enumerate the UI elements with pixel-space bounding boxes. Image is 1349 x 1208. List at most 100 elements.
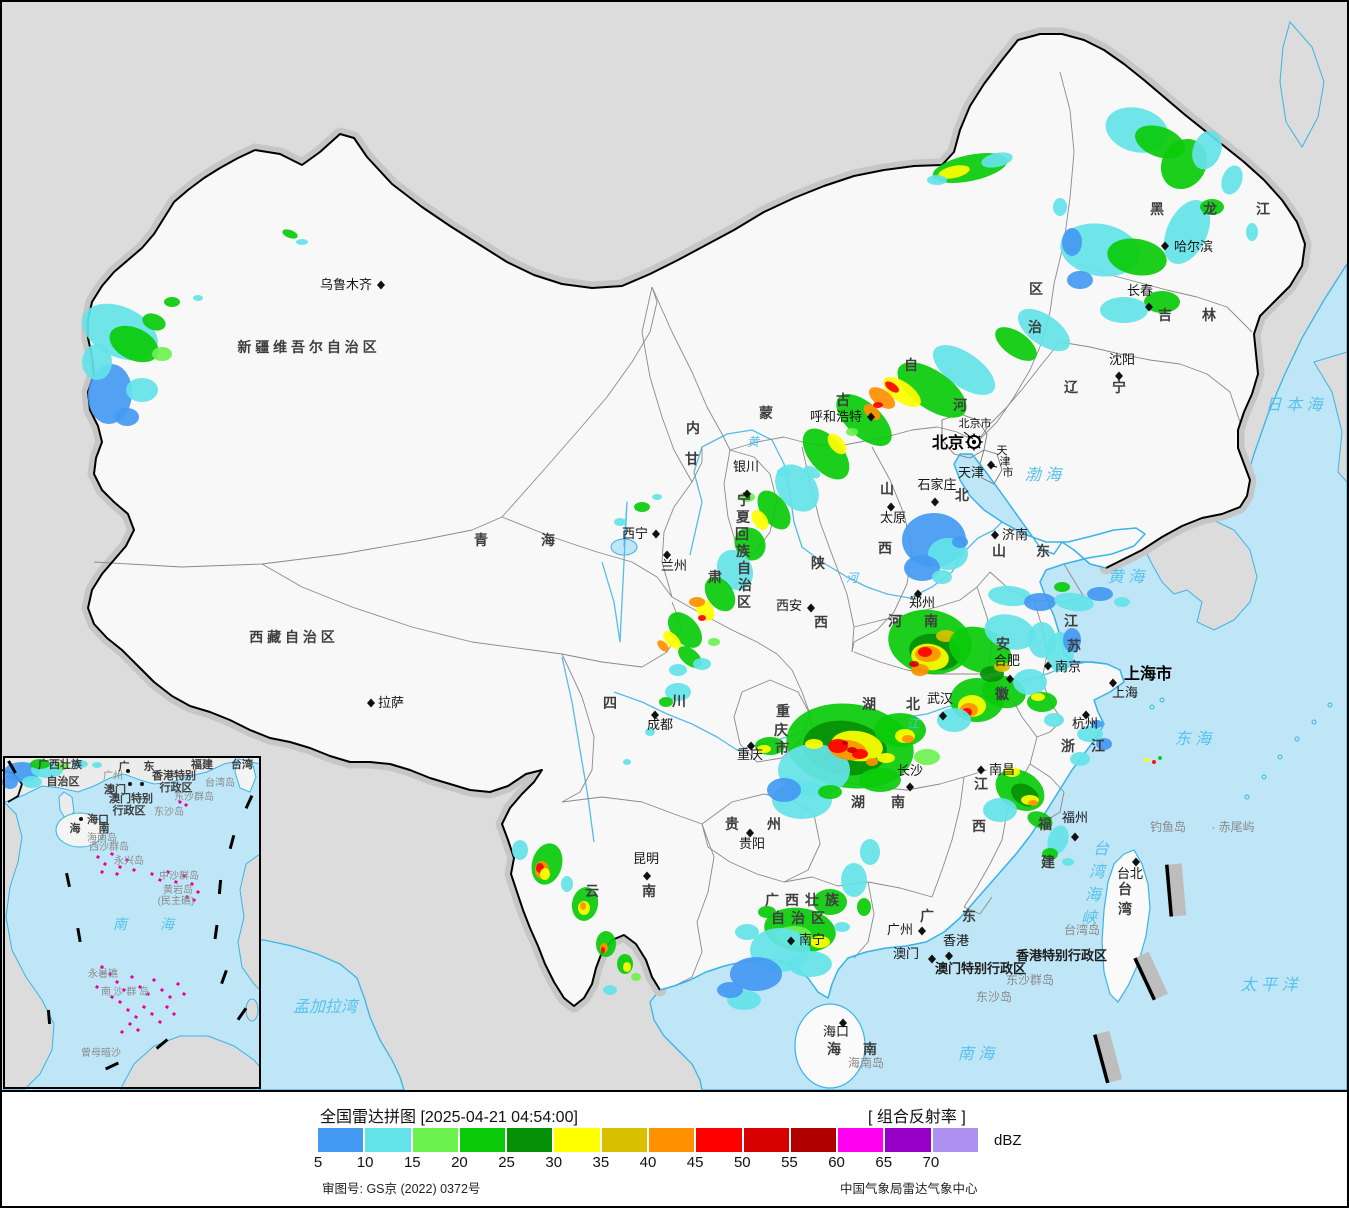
radar-echo — [735, 924, 759, 940]
dbz-tick: 35 — [592, 1154, 610, 1171]
map-title: 全国雷达拼图 [2025-04-21 04:54:00] — [320, 1109, 578, 1126]
province-label: 黑 — [1150, 201, 1164, 217]
china-radar-map: 新 疆 维 吾 尔 自 治 区西 藏 自 治 区青 海甘肃内蒙古自治区黑龙江吉 林辽… — [2, 2, 1347, 1090]
city-marker — [651, 710, 659, 720]
radar-echo — [932, 570, 952, 584]
province-label: 宁 — [1112, 379, 1126, 395]
small-island — [1159, 697, 1165, 703]
city-marker — [839, 1018, 847, 1028]
city-marker — [939, 711, 947, 721]
province-border — [729, 426, 978, 451]
enclave-label: 北京市 — [959, 416, 992, 430]
province-label: 西 藏 自 治 区 — [249, 629, 335, 645]
province-label: 青 — [474, 532, 488, 548]
province-label: 州 — [766, 816, 781, 832]
radar-echo — [1028, 800, 1038, 806]
radar-echo — [1062, 858, 1074, 866]
inset-label: 行政区 — [112, 803, 146, 817]
inset-palawan — [245, 998, 259, 1022]
radar-echo — [663, 631, 681, 649]
radar-echo — [82, 344, 112, 380]
inset-radar-echo — [2, 775, 18, 789]
inset-island-mark — [159, 987, 165, 993]
radar-echo — [846, 428, 858, 436]
inset-label: 行政区 — [159, 780, 193, 794]
radar-echo — [863, 403, 881, 421]
boundary-dash-bar — [1165, 863, 1187, 917]
radar-echo — [859, 768, 901, 792]
city-label: 长沙 — [897, 763, 923, 778]
radar-echo — [1063, 628, 1081, 652]
city-marker — [914, 589, 922, 599]
radar-echo — [909, 661, 919, 667]
province-label: 重 — [776, 703, 790, 719]
japan-landmass — [1313, 351, 1347, 483]
inset-label: 香港特别 — [151, 768, 196, 782]
inset-island-mark — [149, 1011, 155, 1017]
radar-echo — [937, 708, 971, 732]
city-label: 福州 — [1062, 810, 1088, 825]
province-label: 自 — [737, 560, 751, 576]
inset-label: 海 — [70, 821, 81, 835]
province-label: 海 — [827, 1041, 841, 1057]
dbz-tick: 25 — [498, 1154, 515, 1171]
inset-radar-echo — [22, 776, 42, 788]
province-label: 内 — [686, 420, 700, 436]
inset-label: 广西壮族 — [38, 757, 83, 771]
province-border — [976, 341, 1061, 443]
province-label: 市 — [775, 740, 789, 756]
sea-label: 海 — [1085, 886, 1103, 904]
radar-echo — [1091, 720, 1103, 728]
province-border — [1029, 763, 1065, 823]
small-island — [1311, 719, 1317, 725]
radar-echo — [109, 325, 159, 363]
radar-echo — [1077, 726, 1103, 742]
label-leader-line — [963, 431, 974, 440]
radar-echo — [708, 638, 720, 646]
radar-echo — [580, 902, 586, 910]
inset-island-mark — [119, 1029, 125, 1035]
radar-echo — [1246, 223, 1258, 241]
river-label: 河 — [846, 571, 860, 585]
inset-radar-echo — [72, 760, 88, 768]
small-island — [1294, 736, 1300, 742]
inset-label: 永暑礁 — [88, 967, 118, 980]
radar-echo — [788, 951, 832, 977]
province-border — [1059, 341, 1241, 423]
province-label: 龙 — [1202, 201, 1217, 217]
sea-label: 东 海 — [1175, 730, 1213, 748]
inset-island-mark — [133, 1014, 139, 1020]
legend-panel: 全国雷达拼图 [2025-04-21 04:54:00] [ 组合反射率 ] d… — [2, 1090, 1347, 1204]
capital-marker-ray — [978, 435, 981, 438]
radar-echo — [115, 408, 139, 426]
inset-island-mark — [135, 1027, 141, 1033]
radar-echo — [1047, 825, 1069, 855]
inset-boundary-dash — [105, 1061, 119, 1071]
inset-label: 广州 — [103, 770, 123, 782]
inset-island-mark — [124, 857, 130, 863]
radar-echo — [601, 947, 605, 953]
province-border — [501, 286, 658, 518]
radar-echo — [994, 662, 1010, 672]
inset-island-mark — [114, 979, 120, 985]
sakhalin-landmass — [1279, 20, 1325, 148]
small-island — [1327, 702, 1333, 708]
capital-marker-dot — [971, 439, 977, 445]
inset-island-mark — [151, 977, 157, 983]
city-label: 天津 — [958, 465, 984, 480]
radar-echo — [983, 798, 1017, 822]
city-marker — [906, 782, 914, 792]
radar-echo — [836, 393, 892, 447]
korea-landmass — [1144, 513, 1258, 631]
inset-island-mark — [114, 871, 120, 877]
province-label: 古 — [836, 392, 850, 408]
inset-island-mark — [137, 984, 143, 990]
dbz-tick: 15 — [403, 1154, 421, 1171]
city-label: 海口 — [823, 1024, 849, 1039]
inset-island-mark — [171, 1011, 177, 1017]
province-label: 建 — [1041, 854, 1055, 870]
city-marker — [1115, 371, 1123, 381]
city-label: 呼和浩特 — [810, 409, 862, 424]
sea-label: 峡 — [1081, 909, 1099, 927]
